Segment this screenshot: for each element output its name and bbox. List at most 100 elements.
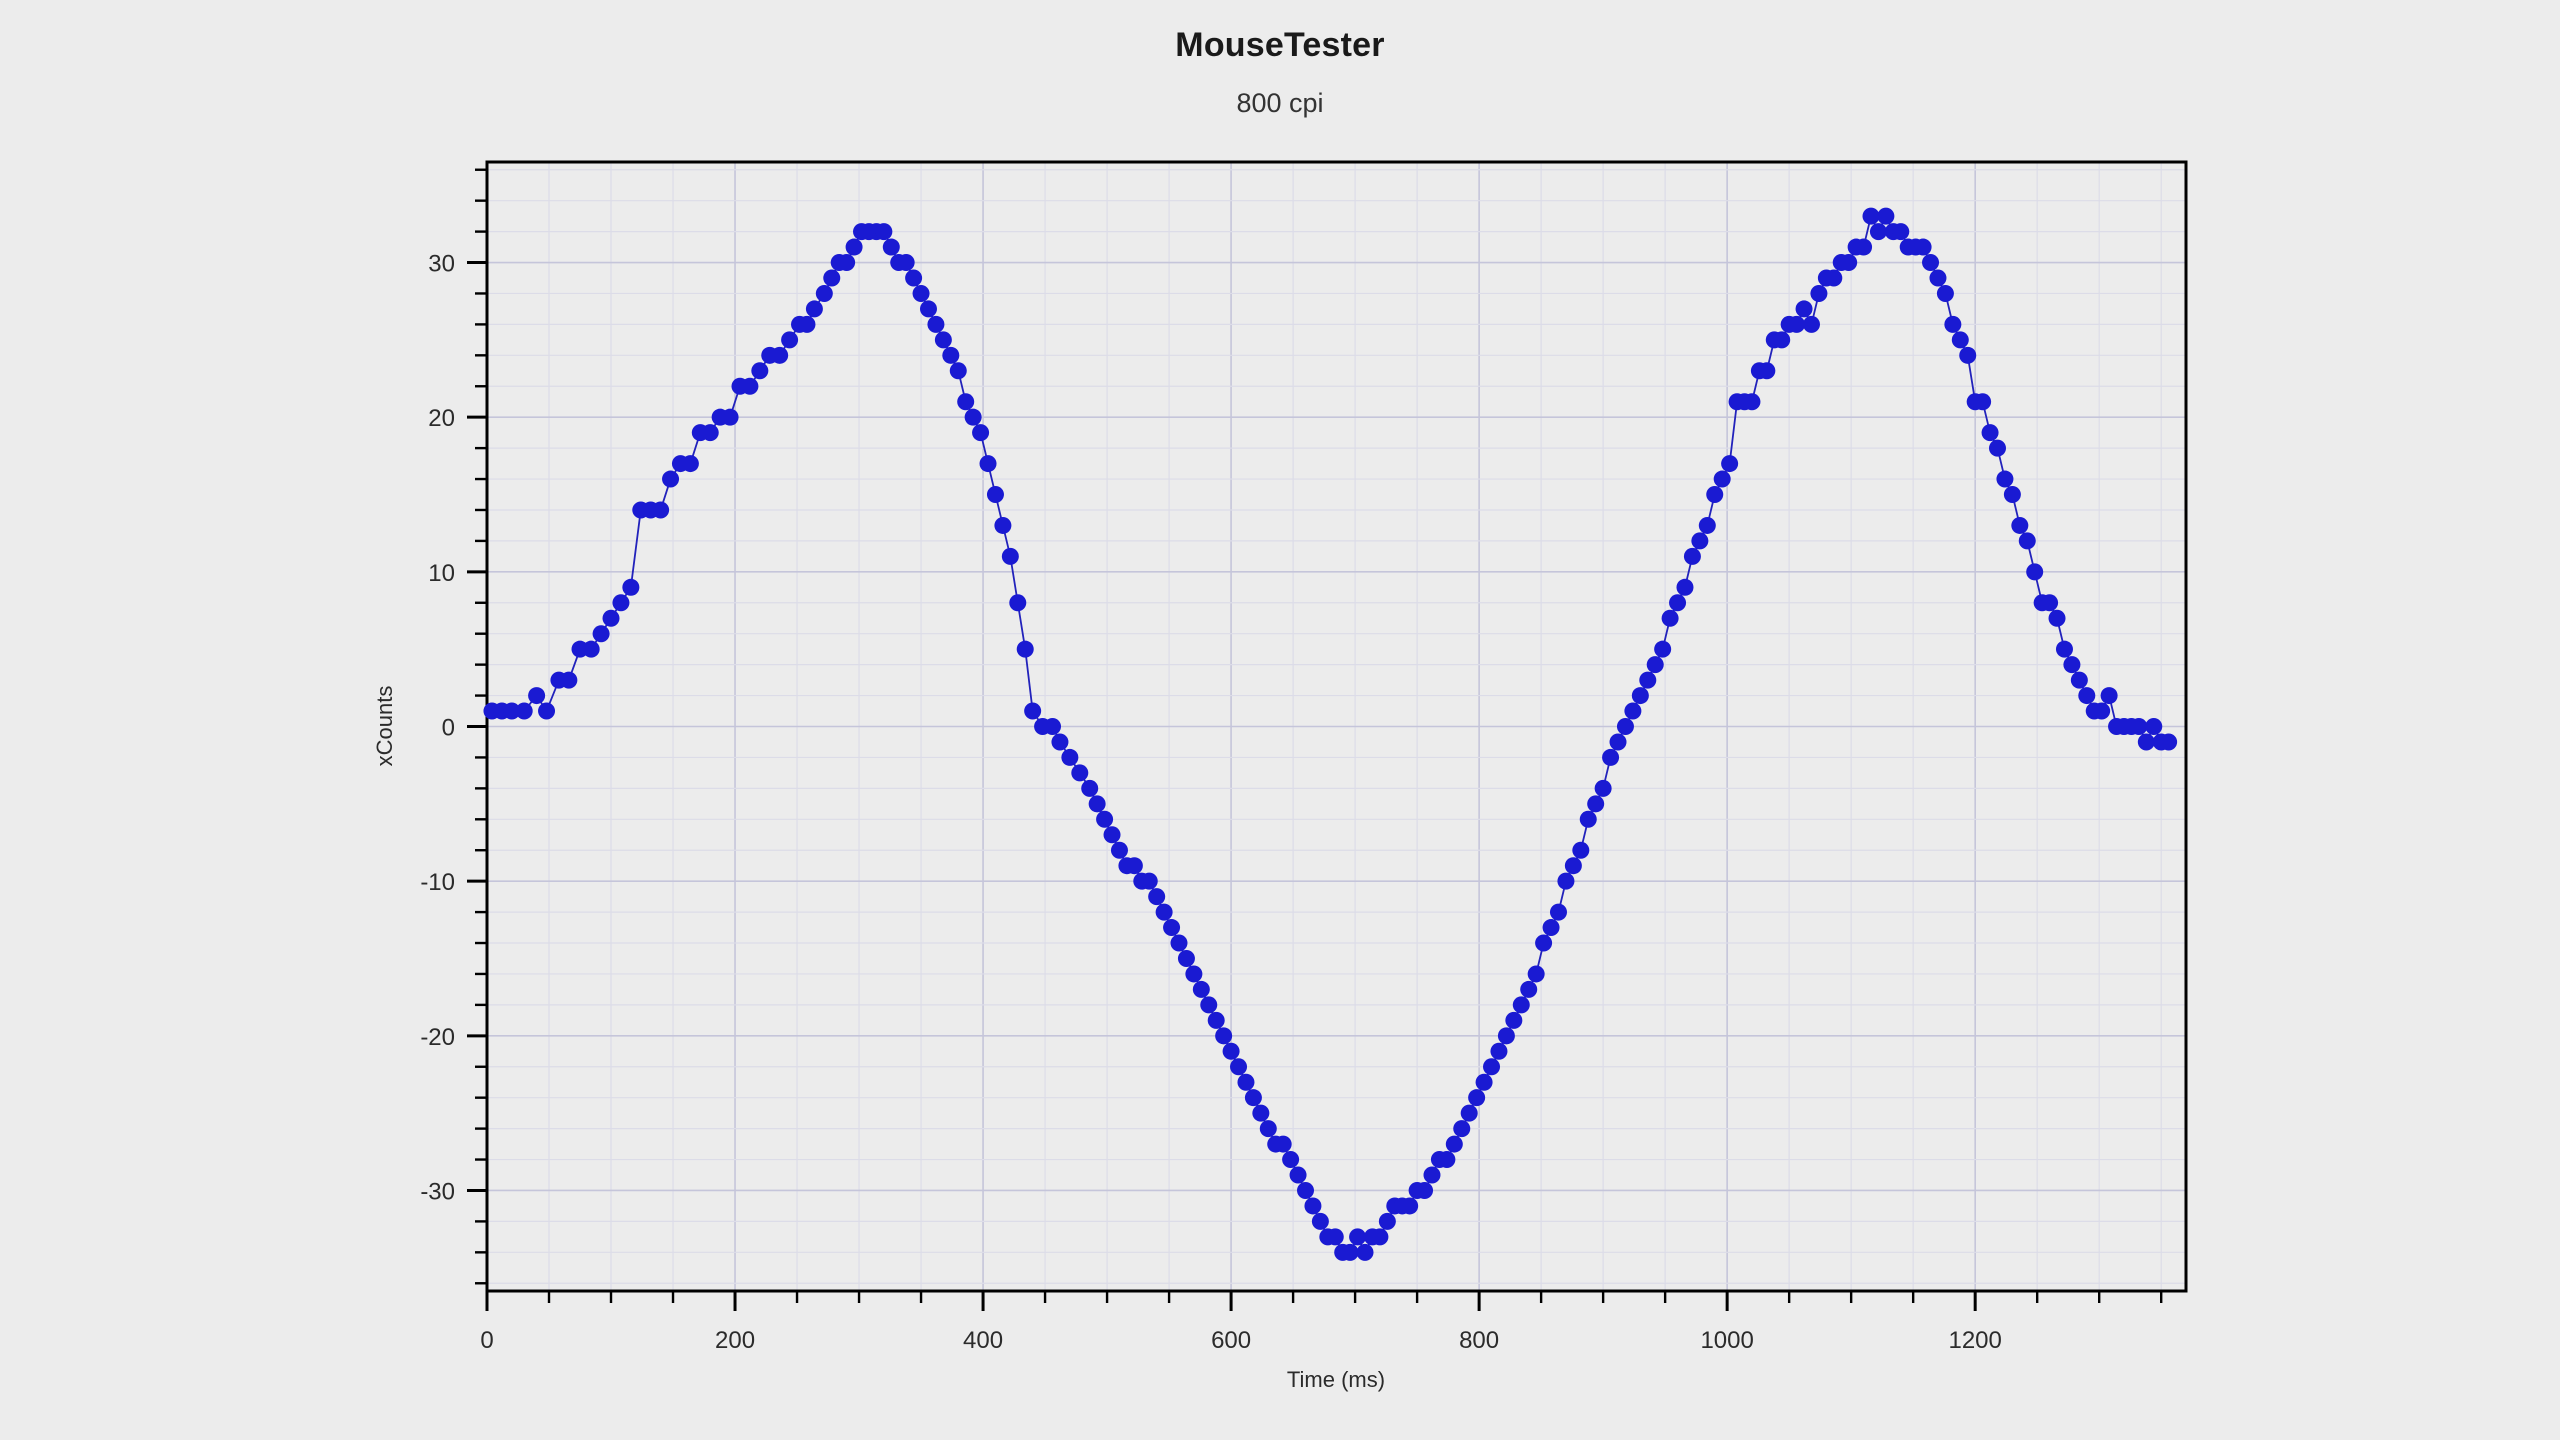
data-point bbox=[1594, 779, 1612, 797]
data-point bbox=[1230, 1058, 1248, 1076]
data-point bbox=[2003, 486, 2021, 504]
grid-major-lines bbox=[487, 169, 2186, 1284]
data-point bbox=[919, 300, 937, 318]
x-tick-label: 600 bbox=[1211, 1327, 1251, 1354]
data-point bbox=[957, 393, 975, 411]
data-point bbox=[912, 284, 930, 302]
data-point bbox=[1669, 594, 1687, 612]
data-point bbox=[994, 516, 1012, 534]
data-point bbox=[1520, 980, 1538, 998]
data-point bbox=[1274, 1135, 1292, 1153]
data-point bbox=[1773, 331, 1791, 349]
data-point bbox=[1929, 269, 1947, 287]
data-point bbox=[1661, 609, 1679, 627]
data-point bbox=[1549, 903, 1567, 921]
data-point bbox=[1163, 919, 1181, 937]
data-point bbox=[1713, 470, 1731, 488]
data-point bbox=[1914, 238, 1932, 256]
data-point bbox=[1311, 1212, 1329, 1230]
data-point bbox=[964, 408, 982, 426]
data-point bbox=[781, 331, 799, 349]
data-point bbox=[2018, 532, 2036, 550]
data-point bbox=[1579, 810, 1597, 828]
data-point bbox=[1297, 1181, 1314, 1199]
data-point bbox=[823, 269, 841, 287]
data-point bbox=[1237, 1073, 1255, 1091]
data-point bbox=[1602, 748, 1620, 766]
data-point bbox=[751, 362, 769, 380]
data-point bbox=[1609, 733, 1627, 751]
data-point bbox=[1616, 718, 1634, 735]
data-point bbox=[2100, 687, 2118, 705]
data-point bbox=[1096, 810, 1114, 828]
data-point bbox=[2063, 656, 2081, 674]
data-point bbox=[1009, 594, 1027, 612]
data-point bbox=[1936, 284, 1954, 302]
data-point bbox=[1468, 1089, 1486, 1107]
data-point bbox=[1423, 1166, 1441, 1184]
axis-tick-labels: 0 200 400 600 800 1000 1200 -30 -20 -10 0 10 20 30 bbox=[420, 251, 2002, 1354]
data-point bbox=[1378, 1212, 1396, 1230]
data-point bbox=[528, 687, 546, 705]
data-point bbox=[1024, 702, 1042, 720]
data-point bbox=[1453, 1120, 1471, 1138]
data-point bbox=[1825, 269, 1843, 287]
data-point bbox=[1282, 1151, 1300, 1169]
data-point bbox=[1401, 1197, 1419, 1215]
data-point bbox=[1215, 1027, 1233, 1045]
data-point bbox=[2026, 563, 2044, 581]
data-point bbox=[652, 501, 670, 519]
data-point bbox=[1001, 547, 1019, 565]
data-point bbox=[1795, 300, 1813, 318]
data-point bbox=[560, 671, 578, 689]
data-point bbox=[701, 424, 719, 442]
y-tick-label: 0 bbox=[442, 715, 455, 742]
data-point bbox=[1244, 1089, 1262, 1107]
data-point bbox=[1802, 315, 1820, 333]
data-point bbox=[1892, 223, 1910, 241]
data-point bbox=[2041, 594, 2059, 612]
page-title: MouseTester bbox=[1175, 26, 1385, 64]
y-tick-label: -10 bbox=[420, 869, 455, 896]
data-point bbox=[1542, 919, 1560, 937]
data-point bbox=[1743, 393, 1761, 411]
data-point bbox=[2055, 640, 2073, 658]
x-axis-title: Time (ms) bbox=[1287, 1367, 1385, 1392]
data-point bbox=[927, 315, 945, 333]
data-point bbox=[1289, 1166, 1307, 1184]
data-point bbox=[1691, 532, 1709, 550]
data-point bbox=[2011, 516, 2029, 534]
data-point bbox=[845, 238, 863, 256]
data-point bbox=[1177, 949, 1195, 967]
data-point bbox=[1944, 315, 1962, 333]
data-point bbox=[1683, 547, 1701, 565]
data-point bbox=[1527, 965, 1545, 983]
data-point bbox=[1981, 424, 1999, 442]
data-point bbox=[2078, 687, 2096, 705]
y-tick-label: 20 bbox=[428, 405, 455, 432]
data-point bbox=[798, 315, 816, 333]
data-point bbox=[1207, 1011, 1225, 1029]
x-tick-label: 0 bbox=[480, 1327, 493, 1354]
data-point bbox=[1155, 903, 1173, 921]
data-point bbox=[905, 269, 923, 287]
data-point bbox=[1081, 779, 1099, 797]
data-point bbox=[1051, 733, 1069, 751]
data-point bbox=[1869, 223, 1887, 241]
data-point bbox=[882, 238, 900, 256]
data-point bbox=[815, 284, 833, 302]
data-point bbox=[1110, 841, 1128, 859]
data-point bbox=[934, 331, 952, 349]
data-point bbox=[1475, 1073, 1493, 1091]
data-point bbox=[1624, 702, 1642, 720]
x-tick-label: 800 bbox=[1459, 1327, 1499, 1354]
data-point bbox=[662, 470, 680, 488]
data-point bbox=[2137, 733, 2155, 751]
data-point bbox=[1922, 254, 1940, 272]
data-point bbox=[515, 702, 533, 720]
x-tick-label: 1200 bbox=[1948, 1327, 2001, 1354]
data-point bbox=[1061, 748, 1079, 766]
data-point bbox=[1951, 331, 1969, 349]
